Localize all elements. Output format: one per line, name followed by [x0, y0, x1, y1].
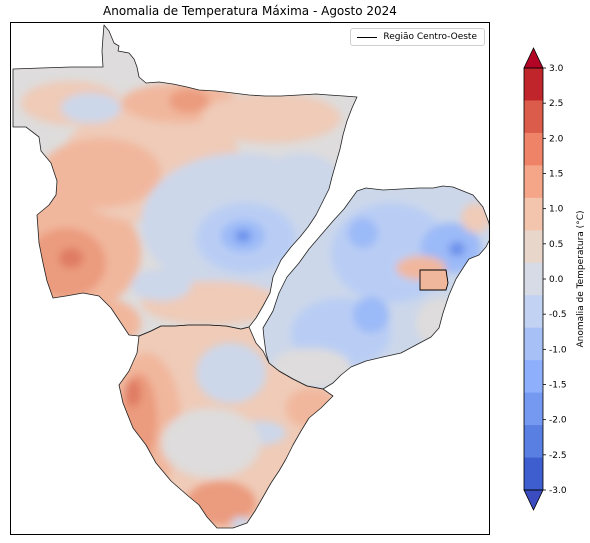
- colorbar-band: [524, 68, 543, 101]
- colorbar-tick-label: 1.0: [549, 205, 564, 215]
- colorbar-tick-label: 3.0: [549, 64, 564, 74]
- colorbar-extend-top: [523, 47, 544, 69]
- colorbar-tick-label: -2.0: [549, 416, 567, 426]
- colorbar-tick-label: 2.0: [549, 134, 564, 144]
- colorbar-tick-label: 0.0: [549, 275, 564, 285]
- colorbar-band: [524, 392, 543, 426]
- colorbar-ticks: 3.0 2.5 2.0 1.5 1.0 0.5 0.0 -0.5 -1.0 -1.5 -2.0 -2.…: [543, 64, 567, 496]
- colorbar-tick-label: -3.0: [549, 486, 567, 496]
- colorbar-label: Anomalia de Temperatura (°C): [576, 211, 586, 348]
- colorbar-band: [524, 197, 543, 231]
- legend-line-swatch: [357, 36, 378, 38]
- colorbar-band: [524, 295, 543, 329]
- colorbar-band: [524, 262, 543, 296]
- colorbar-band: [524, 165, 543, 199]
- colorbar-tick-label: -2.5: [549, 451, 567, 461]
- colorbar-band: [524, 327, 543, 361]
- map-legend: Região Centro-Oeste: [350, 28, 485, 46]
- colorbar-tick-label: -0.5: [549, 310, 567, 320]
- map-frame: Região Centro-Oeste: [10, 22, 490, 535]
- colorbar-tick-label: -1.5: [549, 381, 567, 391]
- colorbar-band: [524, 132, 543, 166]
- map-title: Anomalia de Temperatura Máxima - Agosto …: [103, 4, 397, 18]
- colorbar-extend-bottom: [523, 489, 544, 511]
- colorbar-bands: [524, 68, 543, 491]
- colorbar-tick-label: 2.5: [549, 99, 563, 109]
- colorbar-band: [524, 360, 543, 394]
- colorbar-tick-label: 0.5: [549, 240, 563, 250]
- colorbar-band: [524, 230, 543, 264]
- colorbar-band: [524, 100, 543, 134]
- colorbar-tick-label: 1.5: [549, 170, 563, 180]
- legend-label: Região Centro-Oeste: [383, 32, 477, 42]
- colorbar: 3.0 2.5 2.0 1.5 1.0 0.5 0.0 -0.5 -1.0 -1.5 -2.0 -2.…: [523, 47, 586, 511]
- colorbar-tick-label: -1.0: [549, 345, 567, 355]
- colorbar-band: [524, 425, 543, 459]
- region-boundaries: [12, 24, 489, 529]
- distrito-federal-boundary: [419, 269, 449, 291]
- colorbar-band: [524, 457, 543, 491]
- anomaly-map: [12, 24, 489, 529]
